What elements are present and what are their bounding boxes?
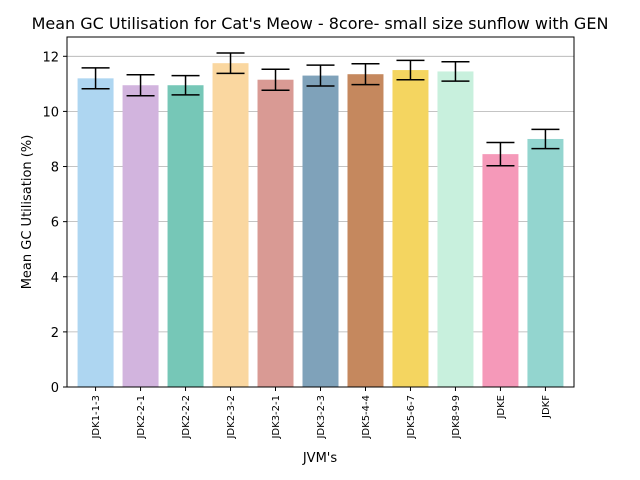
bar (302, 75, 339, 388)
y-tick-label: 2 (51, 326, 59, 341)
chart-title: Mean GC Utilisation for Cat's Meow - 8co… (32, 14, 609, 33)
y-axis-ticks: 0 2 4 6 8 10 12 (42, 50, 67, 396)
bar (347, 74, 384, 388)
bar (212, 63, 249, 388)
error-bars (81, 52, 560, 167)
x-axis-label: JVM's (302, 451, 338, 466)
bars (77, 63, 564, 388)
x-tick-label: JDKE (496, 395, 507, 420)
y-tick-label: 8 (51, 161, 59, 176)
y-tick-label: 4 (51, 271, 59, 286)
bar (257, 79, 294, 387)
y-tick-label: 10 (42, 105, 59, 120)
x-tick-label: JDK3-2-1 (271, 395, 282, 440)
x-tick-label: JDK5-6-7 (406, 395, 417, 440)
x-tick-label: JDK2-2-1 (136, 395, 147, 440)
x-tick-label: JDKF (541, 395, 552, 419)
bar (77, 78, 114, 387)
bar (167, 85, 204, 388)
x-tick-label: JDK2-3-2 (226, 395, 237, 440)
bar (392, 70, 429, 388)
bar (122, 85, 159, 388)
x-tick-label: JDK8-9-9 (451, 395, 462, 440)
x-tick-label: JDK5-4-4 (361, 395, 372, 440)
bar (527, 138, 564, 387)
x-tick-label: JDK3-2-3 (316, 395, 327, 440)
x-tick-label: JDK1-1-3 (91, 395, 102, 440)
y-tick-label: 6 (51, 216, 59, 231)
x-tick-label: JDK2-2-2 (181, 395, 192, 440)
y-tick-label: 12 (42, 50, 59, 65)
y-tick-label: 0 (51, 381, 59, 396)
bar (482, 154, 519, 387)
x-axis-ticks: JDK1-1-3 JDK2-2-1 JDK2-2-2 JDK2-3-2 JDK3-2-1… (91, 387, 552, 440)
bar (437, 71, 474, 387)
y-axis-label: Mean GC Utilisation (%) (20, 135, 35, 290)
